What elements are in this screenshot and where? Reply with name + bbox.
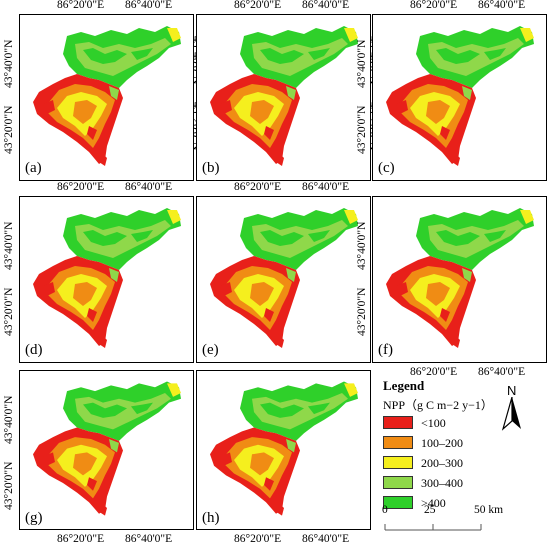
lon-label: 86°40'0"E [125, 533, 173, 545]
panel-label: (a) [25, 160, 42, 176]
panel-label: (g) [25, 510, 43, 526]
npp-map [386, 26, 534, 166]
panel-label: (f) [378, 342, 393, 358]
map-panel-a: 86°20'0"E 86°40'0"E 43°40'0"N 43°20'0"N … [3, 0, 202, 181]
lon-label: 86°40'0"E [125, 0, 173, 11]
lat-label: 43°40'0"N [3, 221, 15, 270]
legend-item-label: 100–200 [421, 436, 463, 450]
lon-label: 86°20'0"E [57, 181, 105, 193]
npp-map [210, 208, 358, 348]
lon-label: 86°40'0"E [302, 0, 350, 11]
map-panel-d: 86°20'0"E 86°40'0"E 43°40'0"N 43°20'0"N … [3, 181, 194, 363]
panel-label: (e) [202, 342, 219, 358]
scale-tick-label: 25 [424, 504, 436, 516]
npp-map [210, 381, 358, 516]
legend-swatch [383, 436, 413, 449]
lon-label: 86°20'0"E [57, 0, 105, 11]
lat-label: 43°20'0"N [3, 105, 15, 154]
lat-label: 43°20'0"N [356, 287, 368, 336]
panel-label: (c) [378, 160, 395, 176]
scale-tick-label: 50 km [474, 504, 504, 516]
lon-label: 86°20'0"E [234, 0, 282, 11]
legend-swatch [383, 456, 413, 469]
scale-bar-line [384, 524, 482, 531]
legend-item-label: 300–400 [421, 476, 463, 490]
map-panel-f: 43°40'0"N 43°20'0"N 86°20'0"E 86°40'0"E … [356, 196, 547, 378]
panel-label: (h) [202, 510, 220, 526]
legend-item-label: <100 [421, 416, 446, 430]
lon-label: 86°40'0"E [125, 181, 173, 193]
lon-label: 86°40'0"E [478, 366, 526, 378]
lon-label: 86°40'0"E [302, 533, 350, 545]
legend-swatch [383, 416, 413, 429]
legend-item-label: >400 [421, 496, 446, 510]
npp-map [33, 381, 181, 516]
lat-label: 43°20'0"N [356, 105, 368, 154]
legend-unit: NPP（g C m−2 y−1） [383, 398, 493, 412]
lat-label: 43°40'0"N [356, 39, 368, 88]
npp-map [33, 26, 181, 166]
map-panel-e: 86°20'0"E 86°40'0"E (e) [196, 181, 371, 363]
north-label: N [507, 383, 517, 398]
lat-label: 43°20'0"N [3, 287, 15, 336]
lat-label: 43°40'0"N [356, 221, 368, 270]
lon-label: 86°20'0"E [234, 181, 282, 193]
panel-label: (b) [202, 160, 220, 176]
legend-item-label: 200–300 [421, 456, 463, 470]
npp-map [33, 208, 181, 348]
lat-label: 43°20'0"N [3, 461, 15, 510]
scale-bar: 0 25 50 km [382, 504, 547, 544]
lon-label: 86°20'0"E [57, 533, 105, 545]
lon-label: 86°40'0"E [302, 181, 350, 193]
map-panel-b: 86°20'0"E 86°40'0"E 43°40'0"N 43°20'0"N … [196, 0, 379, 181]
npp-map [386, 208, 534, 348]
legend: Legend NPP（g C m−2 y−1） <100 100–200 200… [383, 378, 545, 528]
map-panel-h: 86°20'0"E 86°40'0"E (h) [196, 370, 371, 545]
legend-swatch [383, 496, 413, 509]
north-arrow-icon: N [497, 383, 527, 433]
lon-label: 86°20'0"E [410, 366, 458, 378]
legend-swatch [383, 476, 413, 489]
map-panel-g: 43°40'0"N 43°20'0"N 86°20'0"E 86°40'0"E … [3, 370, 194, 545]
panel-label: (d) [25, 342, 43, 358]
lon-label: 86°20'0"E [234, 533, 282, 545]
npp-map [210, 26, 358, 166]
lon-label: 86°40'0"E [478, 0, 526, 11]
legend-title: Legend [383, 378, 425, 393]
lat-label: 43°40'0"N [3, 395, 15, 444]
lon-label: 86°20'0"E [410, 0, 458, 11]
map-panel-c: 86°20'0"E 86°40'0"E 43°40'0"N 43°20'0"N … [356, 0, 547, 181]
lat-label: 43°40'0"N [3, 39, 15, 88]
scale-tick-label: 0 [382, 504, 388, 516]
